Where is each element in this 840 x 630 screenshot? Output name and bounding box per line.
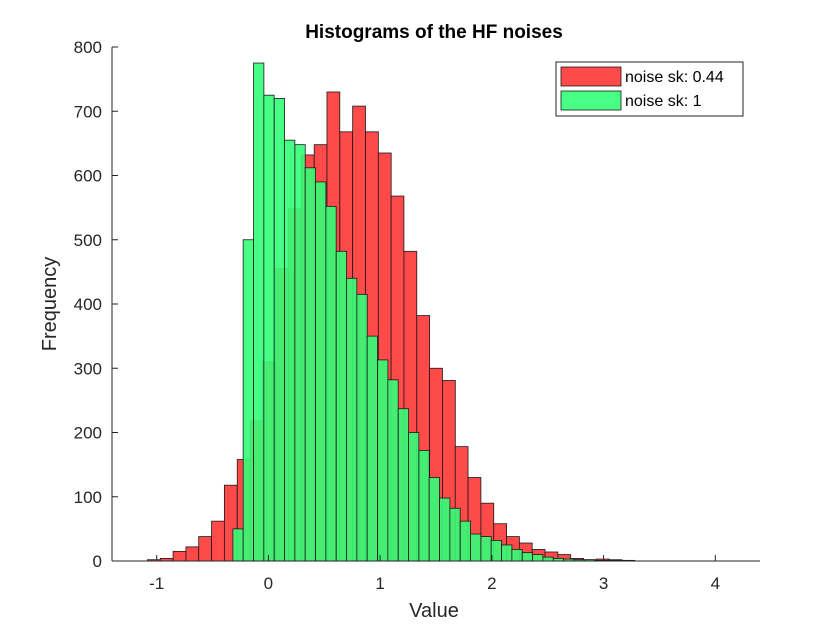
tick-labels: 0 100 200 300 400 500 600 700 800 -1 0 1 2 3 4: [74, 38, 720, 593]
histogram-bar: [408, 432, 420, 562]
histogram-bar: [366, 335, 378, 562]
histogram-bar: [242, 239, 254, 562]
histogram-bar: [185, 546, 200, 562]
legend-swatch: [560, 90, 622, 111]
histogram-bar: [542, 556, 554, 562]
series-b-bars: [232, 62, 626, 562]
x-tick-label: 3: [599, 574, 608, 593]
y-tick-label: 100: [74, 488, 102, 507]
histogram-bar: [377, 359, 389, 562]
axes: [111, 46, 760, 562]
y-tick-label: 0: [93, 552, 102, 571]
histogram-bar: [501, 544, 513, 562]
x-axis-label: Value: [409, 600, 459, 622]
histogram-bar: [304, 167, 316, 562]
histogram-bar: [470, 533, 482, 562]
histogram-bar: [511, 549, 523, 562]
histogram-bar: [439, 497, 451, 562]
histogram-bar: [325, 205, 337, 562]
histogram-bar: [397, 408, 409, 562]
y-tick-label: 800: [74, 38, 102, 57]
x-tick-label: -1: [149, 574, 164, 593]
legend-swatch: [560, 66, 622, 87]
y-tick-label: 700: [74, 102, 102, 121]
histogram-bar: [449, 507, 461, 562]
legend-label: noise sk: 0.44: [625, 69, 724, 86]
histogram-bar: [521, 552, 533, 562]
legend: noise sk: 0.44 noise sk: 1: [555, 61, 744, 117]
histogram-bar: [335, 250, 347, 562]
chart-title: Histograms of the HF noises: [305, 22, 563, 43]
histogram-bar: [232, 528, 244, 562]
histogram-bar: [273, 98, 285, 562]
histogram-bar: [490, 540, 502, 562]
histogram-bar: [418, 450, 430, 562]
histogram-bar: [253, 62, 265, 562]
histogram-bar: [532, 554, 544, 562]
histogram-bar: [356, 293, 368, 562]
y-tick-label: 400: [74, 295, 102, 314]
histogram-bar: [315, 181, 327, 562]
y-tick-label: 600: [74, 167, 102, 186]
y-axis-label: Frequency: [39, 257, 61, 352]
legend-label: noise sk: 1: [625, 93, 702, 110]
x-tick-label: 0: [264, 574, 273, 593]
histogram-bar: [284, 139, 296, 562]
x-tick-label: 2: [487, 574, 496, 593]
x-tick-label: 1: [375, 574, 384, 593]
y-tick-label: 500: [74, 231, 102, 250]
x-tick-label: 4: [711, 574, 720, 593]
histogram-bar: [198, 536, 212, 562]
y-tick-label: 300: [74, 359, 102, 378]
histogram-bar: [294, 144, 306, 562]
histogram-bar: [263, 94, 275, 562]
histogram-bar: [346, 277, 358, 562]
histogram-bar: [480, 536, 492, 562]
histogram-bar: [459, 520, 471, 562]
histogram-bar: [428, 477, 440, 562]
histogram-bar: [211, 520, 225, 562]
y-tick-label: 200: [74, 424, 102, 443]
histogram-bar: [172, 550, 187, 562]
histogram-bar: [387, 379, 399, 562]
